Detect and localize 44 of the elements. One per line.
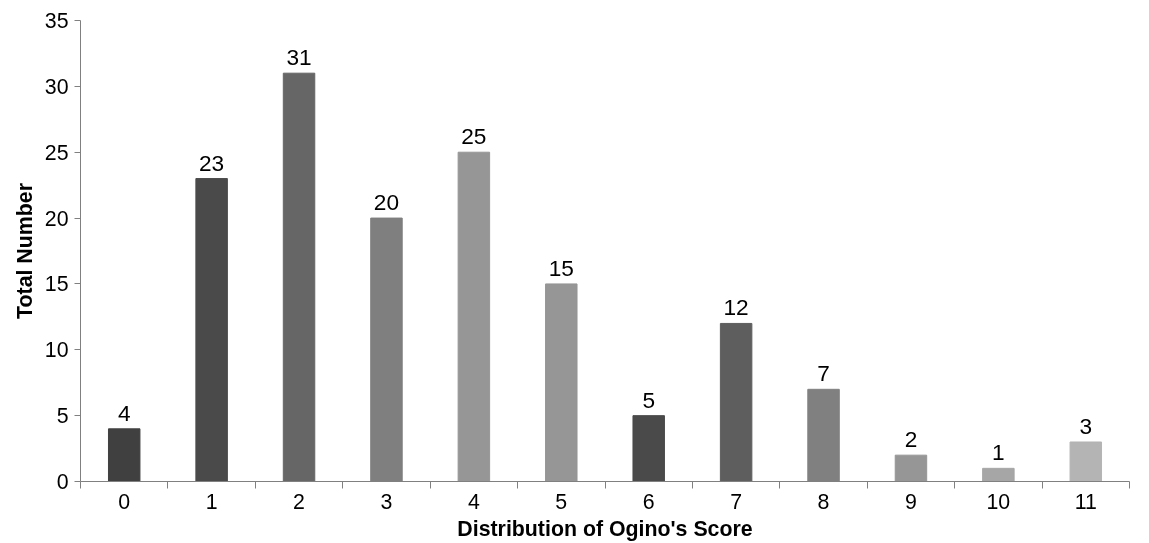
bar bbox=[1069, 441, 1103, 482]
bar bbox=[982, 467, 1015, 482]
y-tick-label: 15 bbox=[44, 272, 69, 297]
bar bbox=[457, 151, 491, 482]
y-tick-label: 30 bbox=[44, 74, 69, 99]
y-tick-label: 5 bbox=[56, 404, 69, 429]
x-tick-label: 7 bbox=[730, 489, 743, 514]
data-label: 25 bbox=[461, 123, 487, 150]
bar bbox=[719, 322, 753, 482]
y-tick-label: 10 bbox=[44, 338, 69, 363]
data-label: 20 bbox=[373, 189, 400, 216]
y-tick-label: 35 bbox=[44, 9, 69, 33]
x-tick-label: 2 bbox=[293, 489, 305, 514]
x-tick-label: 6 bbox=[642, 489, 655, 514]
data-label: 1 bbox=[992, 439, 1005, 466]
data-label: 15 bbox=[548, 254, 574, 281]
x-tick-label: 4 bbox=[467, 489, 480, 514]
x-tick-label: 10 bbox=[986, 489, 1011, 514]
y-tick-label: 20 bbox=[44, 206, 69, 231]
data-label: 7 bbox=[817, 360, 830, 387]
x-tick-label: 5 bbox=[555, 489, 568, 514]
bar bbox=[894, 454, 928, 482]
data-label: 3 bbox=[1079, 412, 1093, 439]
y-tick-label: 25 bbox=[44, 140, 69, 165]
x-tick-label: 1 bbox=[205, 489, 218, 514]
data-label: 5 bbox=[642, 386, 656, 413]
x-tick-label: 9 bbox=[905, 489, 917, 514]
bar bbox=[632, 415, 665, 482]
x-tick-label: 0 bbox=[118, 489, 131, 514]
bar bbox=[107, 428, 141, 482]
data-label: 2 bbox=[904, 426, 918, 453]
x-tick-label: 3 bbox=[380, 489, 393, 514]
bar bbox=[195, 178, 228, 482]
x-axis-title: Distribution of Ogino's Score bbox=[457, 516, 753, 541]
data-label: 23 bbox=[199, 149, 225, 176]
data-label: 4 bbox=[117, 399, 131, 426]
y-axis-title: Total Number bbox=[12, 183, 37, 319]
data-label: 31 bbox=[286, 44, 312, 71]
data-label: 12 bbox=[723, 294, 749, 321]
bar bbox=[282, 72, 316, 482]
bar bbox=[545, 283, 578, 482]
x-tick-label: 8 bbox=[817, 489, 830, 514]
x-tick-label: 11 bbox=[1074, 489, 1097, 514]
y-tick-label: 0 bbox=[56, 470, 69, 494]
